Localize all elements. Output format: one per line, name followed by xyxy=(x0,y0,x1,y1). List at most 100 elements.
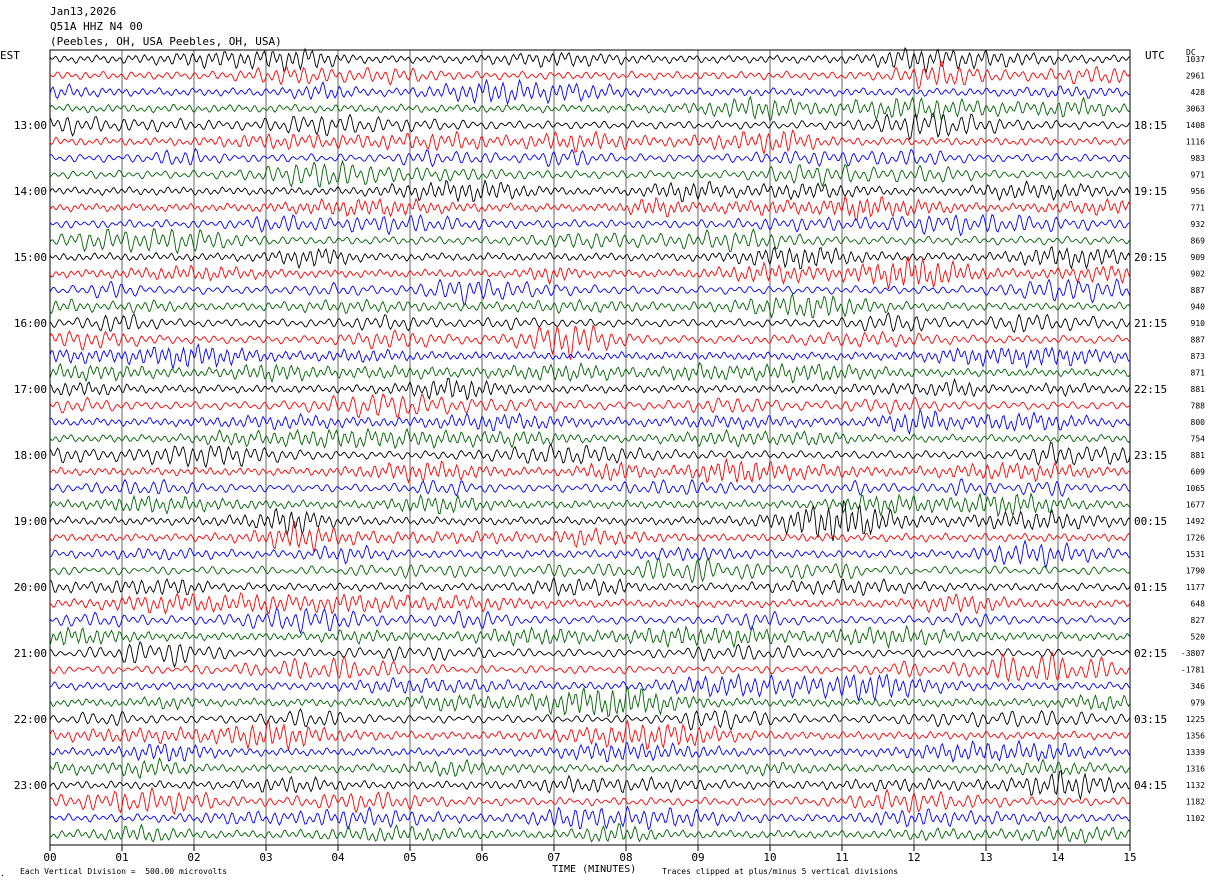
plot-date: Jan13,2026 xyxy=(50,5,117,18)
est-hour-label: 23:00 xyxy=(14,779,47,792)
seismic-trace xyxy=(49,640,1131,669)
dc-offset-label: 1116 xyxy=(1186,138,1205,147)
seismic-trace xyxy=(49,624,1131,649)
x-tick-label: 01 xyxy=(115,851,128,864)
dc-offset-label: 871 xyxy=(1191,369,1206,378)
dc-offset-label: 881 xyxy=(1191,385,1206,394)
utc-hour-label: 20:15 xyxy=(1134,251,1167,264)
dc-column-label: DC xyxy=(1186,48,1196,57)
dc-offset-label: 940 xyxy=(1191,303,1206,312)
utc-hour-label: 02:15 xyxy=(1134,647,1167,660)
est-hour-label: 14:00 xyxy=(14,185,47,198)
dc-offset-label: 1790 xyxy=(1186,567,1205,576)
dc-offset-label: 788 xyxy=(1191,402,1206,411)
dc-offset-label: 1339 xyxy=(1186,748,1205,757)
dc-offset-label: 909 xyxy=(1191,253,1206,262)
seismic-trace xyxy=(49,739,1131,763)
x-tick-label: 06 xyxy=(475,851,488,864)
x-tick-label: 14 xyxy=(1051,851,1065,864)
seismic-trace xyxy=(49,324,1131,360)
seismic-trace xyxy=(49,607,1131,635)
dc-offset-label: 1316 xyxy=(1186,765,1205,774)
seismic-trace xyxy=(49,343,1131,369)
x-tick-label: 15 xyxy=(1123,851,1136,864)
seismic-trace xyxy=(49,195,1131,221)
seismic-trace xyxy=(49,427,1131,450)
plot-frame xyxy=(49,49,1131,846)
dc-offset-label: 869 xyxy=(1191,237,1206,246)
est-axis-label: EST xyxy=(0,49,20,62)
utc-hour-label: 22:15 xyxy=(1134,383,1167,396)
seismic-trace xyxy=(49,557,1131,584)
dc-offset-label: 346 xyxy=(1191,682,1206,691)
seismic-trace xyxy=(49,178,1131,203)
x-tick-label: 13 xyxy=(979,851,992,864)
dc-offset-label: 932 xyxy=(1191,220,1206,229)
seismic-trace xyxy=(49,60,1131,90)
seismic-trace xyxy=(49,492,1131,518)
seismic-trace xyxy=(49,408,1131,436)
seismic-trace xyxy=(49,592,1131,616)
dc-offset-label: 2961 xyxy=(1186,72,1205,81)
station-code: Q51A HHZ N4 00 xyxy=(50,20,143,33)
est-hour-label: 17:00 xyxy=(14,383,47,396)
seismic-trace xyxy=(49,78,1131,106)
est-hour-label: 15:00 xyxy=(14,251,47,264)
dc-offset-label: 983 xyxy=(1191,154,1206,163)
utc-hour-label: 21:15 xyxy=(1134,317,1167,330)
dc-offset-label: 1065 xyxy=(1186,484,1205,493)
corner-mark: . xyxy=(0,869,5,878)
dc-offset-label: 1102 xyxy=(1186,814,1205,823)
dc-offset-label: 3063 xyxy=(1186,105,1205,114)
dc-offset-label: 1531 xyxy=(1186,550,1205,559)
dc-offset-label: 1726 xyxy=(1186,534,1205,543)
seismic-trace xyxy=(49,707,1131,731)
seismic-trace xyxy=(49,686,1131,718)
dc-offset-label: 1677 xyxy=(1186,501,1205,510)
x-tick-label: 04 xyxy=(331,851,345,864)
seismic-trace xyxy=(49,147,1131,168)
utc-hour-label: 19:15 xyxy=(1134,185,1167,198)
utc-hour-label: 23:15 xyxy=(1134,449,1167,462)
dc-offset-label: 1177 xyxy=(1186,583,1205,592)
clip-note: Traces clipped at plus/minus 5 vertical … xyxy=(662,867,899,876)
est-hour-label: 19:00 xyxy=(14,515,47,528)
vertical-division-note: Each Vertical Division = 500.00 microvol… xyxy=(20,867,228,876)
dc-offset-label: 428 xyxy=(1191,88,1206,97)
est-hour-label: 13:00 xyxy=(14,119,47,132)
dc-offset-label: 1037 xyxy=(1186,55,1205,64)
seismic-trace xyxy=(49,361,1131,384)
utc-hour-label: 00:15 xyxy=(1134,515,1167,528)
seismic-trace xyxy=(49,823,1131,844)
x-tick-label: 12 xyxy=(907,851,920,864)
seismic-trace xyxy=(49,786,1131,816)
seismic-trace xyxy=(49,457,1130,484)
est-hour-label: 18:00 xyxy=(14,449,47,462)
seismic-trace xyxy=(49,576,1131,597)
est-hour-label: 21:00 xyxy=(14,647,47,660)
dc-offset-label: 827 xyxy=(1191,616,1206,625)
dc-offset-label: 979 xyxy=(1191,699,1206,708)
seismic-trace xyxy=(49,441,1131,469)
utc-hour-label: 01:15 xyxy=(1134,581,1167,594)
x-tick-label: 08 xyxy=(619,851,632,864)
seismic-trace xyxy=(49,650,1131,683)
seismic-trace xyxy=(49,129,1131,156)
seismic-trace xyxy=(49,499,1131,542)
seismic-trace xyxy=(49,256,1131,290)
dc-offset-label: 971 xyxy=(1191,171,1206,180)
x-tick-label: 02 xyxy=(187,851,200,864)
utc-hour-label: 03:15 xyxy=(1134,713,1167,726)
dc-offset-label: 1356 xyxy=(1186,732,1205,741)
seismic-trace xyxy=(49,112,1131,141)
seismic-trace xyxy=(49,245,1131,270)
dc-offset-label: 910 xyxy=(1191,319,1206,328)
dc-offset-label: -1781 xyxy=(1181,666,1205,675)
seismic-trace xyxy=(49,521,1131,553)
seismic-trace xyxy=(49,539,1131,570)
seismic-trace xyxy=(49,757,1131,780)
seismic-trace xyxy=(49,805,1131,831)
utc-hour-label: 18:15 xyxy=(1134,119,1167,132)
dc-offset-label: 754 xyxy=(1191,435,1206,444)
seismic-trace xyxy=(49,213,1130,237)
